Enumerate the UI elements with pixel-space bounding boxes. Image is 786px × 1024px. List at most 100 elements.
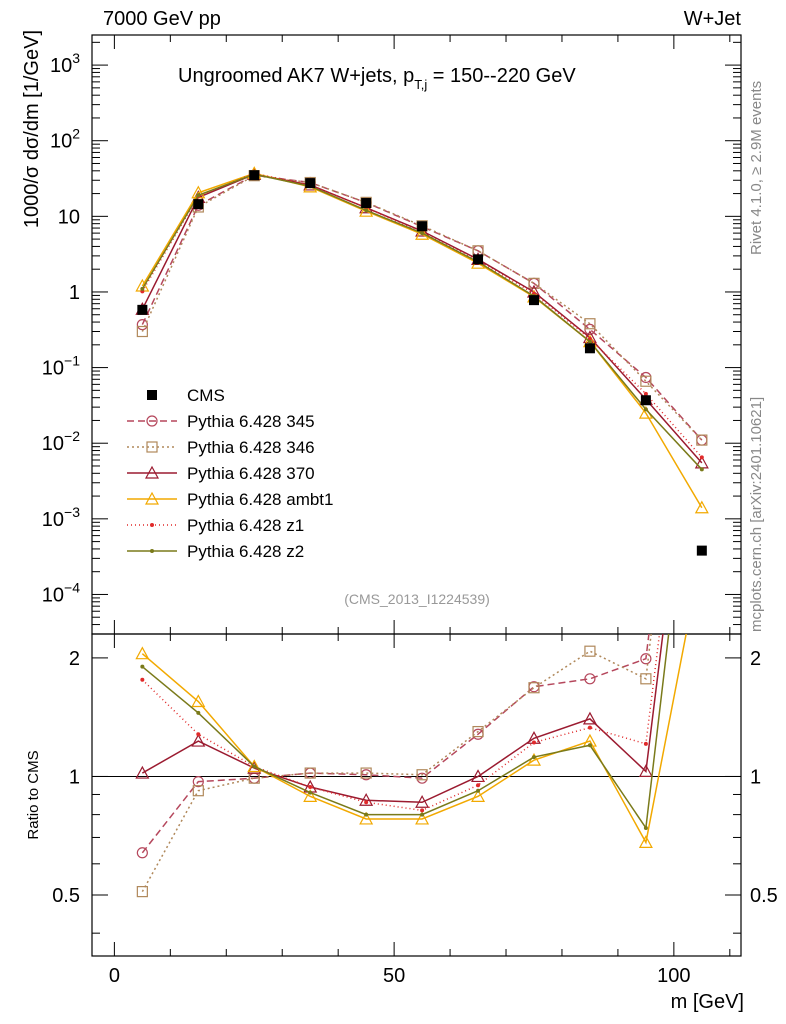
data-point [528,295,539,306]
ratio-point [697,196,707,206]
legend-marker [146,441,158,453]
ratio-point [364,800,369,805]
series-point [359,203,374,217]
ratio-point [643,741,648,746]
ratio-plot-series [135,196,708,898]
legend-entry-data: CMS [147,386,225,405]
series-point [640,375,652,387]
ratio-tick-label-right: 0.5 [750,885,778,907]
x-axis-label: m [GeV] [671,991,744,1013]
ratio-series-line [141,634,687,845]
legend-marker [147,390,157,400]
series-point [699,455,704,460]
ratio-point [471,789,486,802]
ratio-point [476,788,481,793]
data-point [584,343,595,354]
series-point [420,231,425,236]
legend-entry: Pythia 6.428 ambt1 [127,490,333,509]
y-axis-label: 1000/σ dσ/dm [1/GeV] [21,30,43,228]
legend-label: Pythia 6.428 370 [187,464,315,483]
main-plot-series [135,166,709,556]
legend-marker [150,523,154,527]
data-point [137,304,148,315]
ratio-point [191,694,206,708]
ratio-point [136,847,148,859]
ratio-point [415,794,430,808]
y-tick-label: 103 [50,50,80,77]
ratio-point [528,682,540,694]
series-line [141,174,703,441]
ratio-point [476,783,481,788]
ratio-point [135,765,150,779]
ratio-point [196,710,201,715]
legend-label: Pythia 6.428 ambt1 [187,490,333,509]
legend-entry: Pythia 6.428 346 [127,438,315,457]
legend-entry: Pythia 6.428 z2 [127,542,304,561]
process-label: W+Jet [683,8,741,30]
ratio-tick-label-right: 2 [750,648,761,670]
ratio-point [700,290,704,294]
y-tick-label: 102 [50,126,80,153]
ratio-point [640,653,652,665]
ratio-point [140,664,145,669]
ratio-point [531,740,536,745]
ratio-series-line [141,634,664,804]
ratio-point [638,835,653,849]
x-tick-label: 100 [657,965,690,987]
ratio-point [584,673,596,685]
ratio-tick-label-left: 0.5 [52,885,80,907]
series-point [584,323,596,335]
legend-entry: Pythia 6.428 370 [127,464,315,483]
ratio-point [582,711,597,725]
y-tick-label: 10−4 [42,579,80,606]
legend-label: CMS [187,386,225,405]
ratio-point [308,785,313,790]
ratio-series-line [141,634,650,854]
series-point [584,318,596,330]
x-tick-label: 0 [109,965,120,987]
ratio-point [420,808,425,813]
ratio-point [359,793,374,806]
ratio-point [696,313,708,324]
ratio-point [252,764,257,769]
chart-text: 0 50 100 10−4 10−3 10−2 10−1 1 10 102 103 0.5 0.5 1 1 2… [21,30,778,1013]
y-tick-label: 10−2 [42,428,80,455]
ratio-point [360,767,372,779]
ratio-point [587,725,592,730]
series-point [699,467,704,472]
series-point [643,407,648,412]
ratio-point [308,790,313,795]
y-tick-label: 1 [69,282,80,304]
ratio-point [584,645,596,657]
legend-entry: Pythia 6.428 345 [127,412,315,431]
y-tick-label: 10−3 [42,504,80,531]
data-point [473,254,484,265]
series-point [643,391,648,396]
legend-label: Pythia 6.428 345 [187,412,315,431]
y-tick-label: 10 [58,206,80,228]
legend-marker [150,549,154,553]
ratio-point [587,743,592,748]
data-point [361,198,372,209]
series-point [364,208,369,213]
ratio-point [303,789,318,802]
series-point [136,319,148,331]
data-point [305,178,316,189]
series-point [694,500,709,514]
ratio-point [364,812,369,817]
legend-entry: Pythia 6.428 z1 [127,516,304,535]
ratio-point [416,769,428,781]
y-tick-label: 10−1 [42,353,80,380]
series-point [587,339,592,344]
ratio-point [192,785,204,797]
collision-label: 7000 GeV pp [103,8,221,30]
series-line [141,174,703,441]
ratio-point [196,732,201,737]
data-point [696,545,707,556]
series-point [140,286,145,291]
plot-title: Ungroomed AK7 W+jets, pT,j = 150--220 Ge… [178,65,576,92]
ratio-point [643,825,648,830]
series-point [528,277,540,289]
ratio-tick-label-left: 2 [69,648,80,670]
